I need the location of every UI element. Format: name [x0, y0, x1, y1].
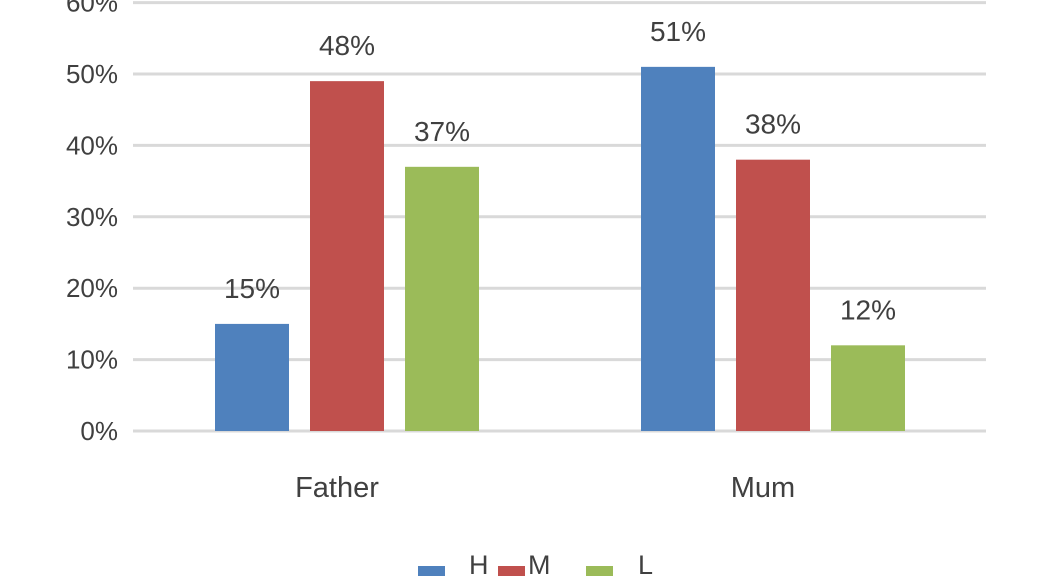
- y-tick-label: 0%: [80, 416, 118, 446]
- y-tick-label: 50%: [66, 59, 118, 89]
- bar-m-mum: [736, 159, 810, 431]
- y-tick-label: 40%: [66, 130, 118, 160]
- y-axis-tick-labels: 0% 10% 20% 30% 40% 50% 60%: [66, 0, 118, 446]
- legend-swatch-l: [586, 566, 613, 576]
- data-label: 12%: [840, 294, 896, 325]
- category-label: Father: [295, 472, 379, 504]
- data-labels: 15% 48% 37% 51% 38% 12%: [224, 16, 896, 325]
- bar-l-mum: [831, 345, 905, 431]
- y-tick-label: 10%: [66, 345, 118, 375]
- data-label: 48%: [319, 30, 375, 61]
- legend-label: H: [469, 550, 489, 576]
- data-label: 51%: [650, 16, 706, 47]
- legend-label: L: [638, 550, 653, 576]
- data-label: 37%: [414, 116, 470, 147]
- data-label: 15%: [224, 273, 280, 304]
- bar-h-mum: [641, 66, 715, 432]
- data-label: 38%: [745, 109, 801, 140]
- y-tick-label: 60%: [66, 0, 118, 18]
- y-tick-label: 20%: [66, 273, 118, 303]
- legend-swatch-m: [498, 566, 525, 576]
- bars: [215, 66, 905, 432]
- legend-swatch-h: [418, 566, 445, 576]
- category-label: Mum: [731, 472, 795, 504]
- x-axis-category-labels: Father Mum: [295, 472, 795, 504]
- bar-l-father: [405, 166, 479, 431]
- legend-label: M: [528, 550, 551, 576]
- bar-h-father: [215, 323, 289, 431]
- bar-m-father: [310, 81, 384, 431]
- y-tick-label: 30%: [66, 202, 118, 232]
